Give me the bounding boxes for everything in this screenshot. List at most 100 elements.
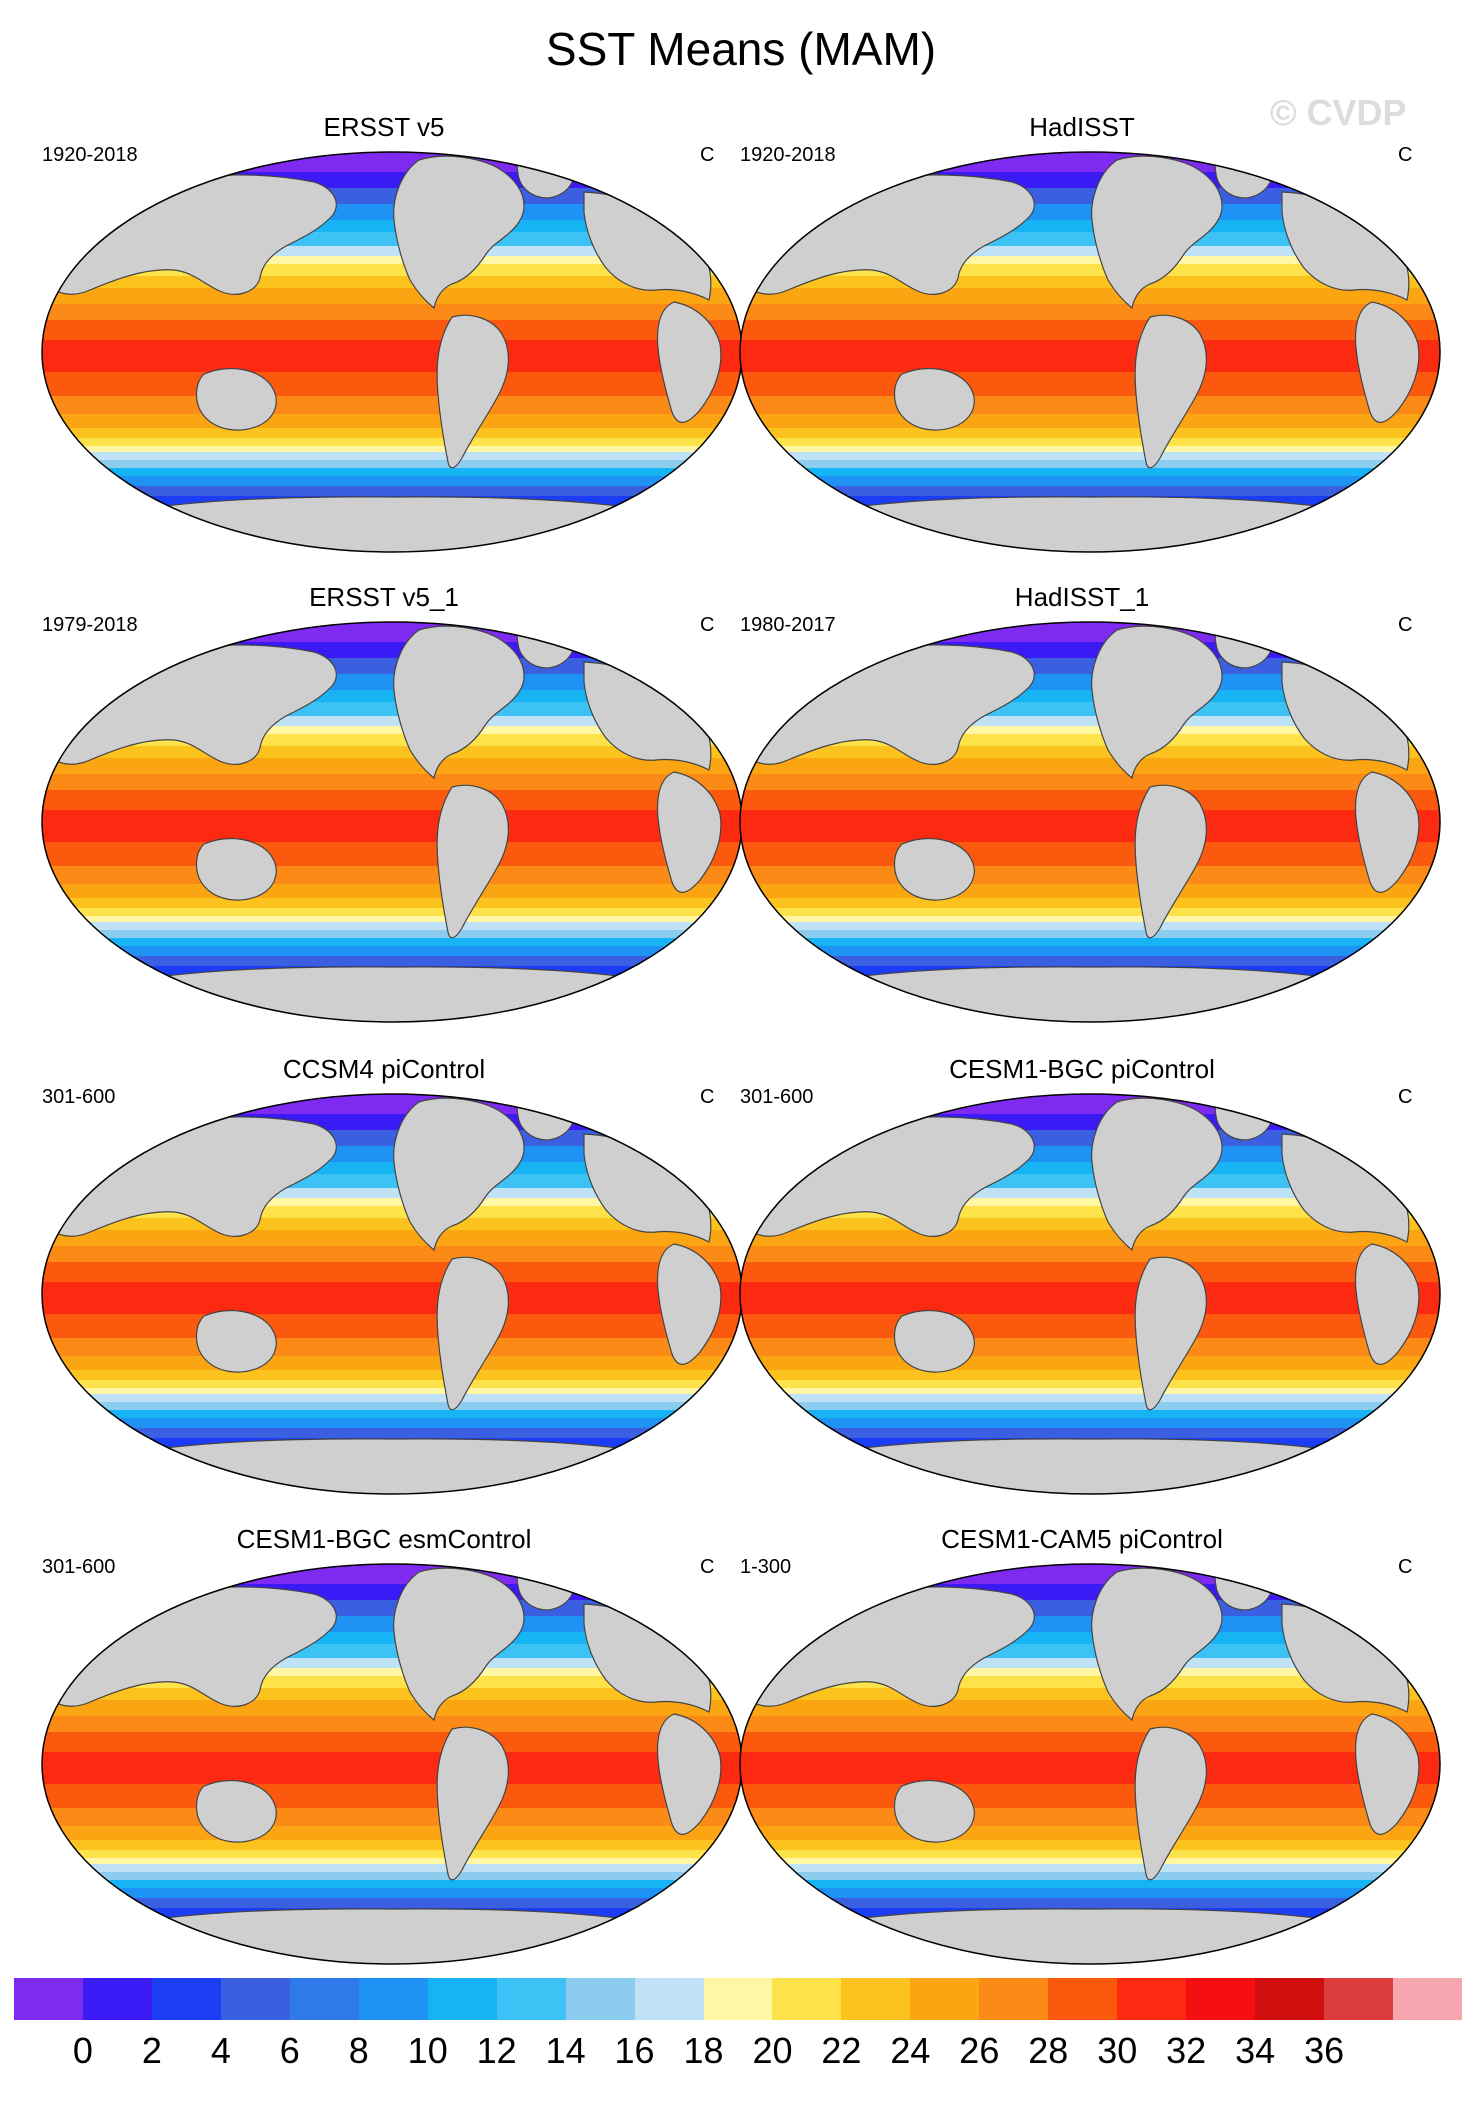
colorbar-swatch bbox=[772, 1978, 842, 2020]
sst-band bbox=[740, 1858, 1440, 1865]
sst-band bbox=[42, 1840, 742, 1851]
colorbar-swatch bbox=[1393, 1978, 1463, 2020]
colorbar-swatch bbox=[1255, 1978, 1325, 2020]
sst-band bbox=[42, 898, 742, 909]
land-mass bbox=[195, 1309, 277, 1373]
sst-band bbox=[42, 188, 742, 205]
sst-band bbox=[42, 256, 742, 265]
sst-band bbox=[740, 1428, 1440, 1439]
land-mass bbox=[656, 301, 722, 423]
sst-band bbox=[740, 486, 1440, 497]
sst-band bbox=[740, 898, 1440, 909]
sst-band bbox=[42, 1428, 742, 1439]
map-panel: HadISST_1 1980-2017 C bbox=[722, 582, 1442, 1032]
land-mass bbox=[1354, 1243, 1420, 1365]
sst-map bbox=[739, 1563, 1441, 1965]
sst-band bbox=[740, 1402, 1440, 1411]
sst-band bbox=[42, 446, 742, 453]
panel-period: 301-600 bbox=[42, 1086, 116, 1108]
sst-band bbox=[42, 438, 742, 447]
sst-band bbox=[42, 460, 742, 469]
panel-unit: C bbox=[1398, 1086, 1413, 1108]
sst-band bbox=[42, 1732, 742, 1753]
sst-band bbox=[740, 288, 1440, 305]
land-mass bbox=[656, 771, 722, 893]
sst-band bbox=[42, 1784, 742, 1809]
colorbar-tick-label: 2 bbox=[141, 2030, 162, 2071]
sst-band bbox=[740, 956, 1440, 967]
sst-band bbox=[42, 452, 742, 461]
land-mass bbox=[1134, 1256, 1207, 1411]
panel-period: 1979-2018 bbox=[42, 614, 138, 636]
sst-band bbox=[42, 758, 742, 775]
watermark: © CVDP bbox=[1270, 92, 1407, 133]
sst-band bbox=[740, 372, 1440, 397]
colorbar-tick-label: 6 bbox=[279, 2030, 300, 2071]
land-mass bbox=[1134, 784, 1207, 939]
land-mass bbox=[893, 1779, 975, 1843]
sst-band bbox=[740, 938, 1440, 947]
sst-band bbox=[740, 1262, 1440, 1283]
sst-band bbox=[740, 468, 1440, 477]
sst-band bbox=[42, 1188, 742, 1199]
sst-band bbox=[740, 396, 1440, 415]
land-mass bbox=[1091, 155, 1223, 310]
sst-band bbox=[42, 1858, 742, 1865]
sst-band bbox=[740, 1188, 1440, 1199]
sst-band bbox=[740, 1872, 1440, 1881]
sst-band bbox=[42, 1600, 742, 1617]
sst-band bbox=[42, 774, 742, 791]
sst-band bbox=[740, 1888, 1440, 1899]
sst-band bbox=[42, 1864, 742, 1873]
sst-band bbox=[42, 152, 742, 173]
land-mass bbox=[810, 496, 1370, 552]
land-mass bbox=[810, 1438, 1370, 1494]
colorbar-swatch bbox=[220, 1978, 290, 2020]
sst-band bbox=[740, 1752, 1440, 1785]
sst-band bbox=[42, 866, 742, 885]
sst-band bbox=[740, 866, 1440, 885]
colorbar-swatch bbox=[1117, 1978, 1187, 2020]
sst-band bbox=[42, 1370, 742, 1381]
sst-band bbox=[42, 246, 742, 257]
land-mass bbox=[810, 966, 1370, 1022]
colorbar-tick-label: 30 bbox=[1097, 2030, 1138, 2071]
colorbar-tick-label: 20 bbox=[752, 2030, 793, 2071]
map-panel: CESM1-BGC piControl 301-600 C bbox=[722, 1054, 1442, 1504]
colorbar-swatch bbox=[841, 1978, 911, 2020]
colorbar-swatch bbox=[1324, 1978, 1394, 2020]
sst-band bbox=[740, 1394, 1440, 1403]
sst-band bbox=[740, 908, 1440, 917]
panel-unit: C bbox=[700, 1086, 715, 1108]
sst-band bbox=[740, 1094, 1440, 1115]
land-mass bbox=[195, 837, 277, 901]
sst-band bbox=[740, 304, 1440, 321]
sst-band bbox=[740, 1282, 1440, 1315]
land-mass bbox=[1091, 625, 1223, 780]
sst-band bbox=[740, 1230, 1440, 1247]
colorbar-swatch bbox=[565, 1978, 635, 2020]
sst-band bbox=[42, 716, 742, 727]
sst-band bbox=[42, 908, 742, 917]
panel-title: ERSST v5 bbox=[323, 112, 445, 142]
sst-band bbox=[740, 438, 1440, 447]
sst-band bbox=[42, 884, 742, 899]
land-mass bbox=[436, 1256, 509, 1411]
sst-band bbox=[42, 396, 742, 415]
sst-band bbox=[42, 1094, 742, 1115]
sst-band bbox=[740, 1356, 1440, 1371]
colorbar-tick-label: 4 bbox=[210, 2030, 231, 2071]
sst-band bbox=[42, 642, 742, 659]
panel-unit: C bbox=[700, 614, 715, 636]
sst-band bbox=[740, 428, 1440, 439]
sst-band bbox=[42, 1314, 742, 1339]
sst-band bbox=[740, 1668, 1440, 1677]
colorbar-swatch bbox=[979, 1978, 1049, 2020]
map-border bbox=[739, 621, 1441, 1023]
colorbar-tick-label: 22 bbox=[821, 2030, 862, 2071]
sst-band bbox=[42, 1262, 742, 1283]
sst-band bbox=[42, 622, 742, 643]
land-mass bbox=[1354, 771, 1420, 893]
panel-unit: C bbox=[1398, 144, 1413, 166]
sst-band bbox=[42, 658, 742, 675]
